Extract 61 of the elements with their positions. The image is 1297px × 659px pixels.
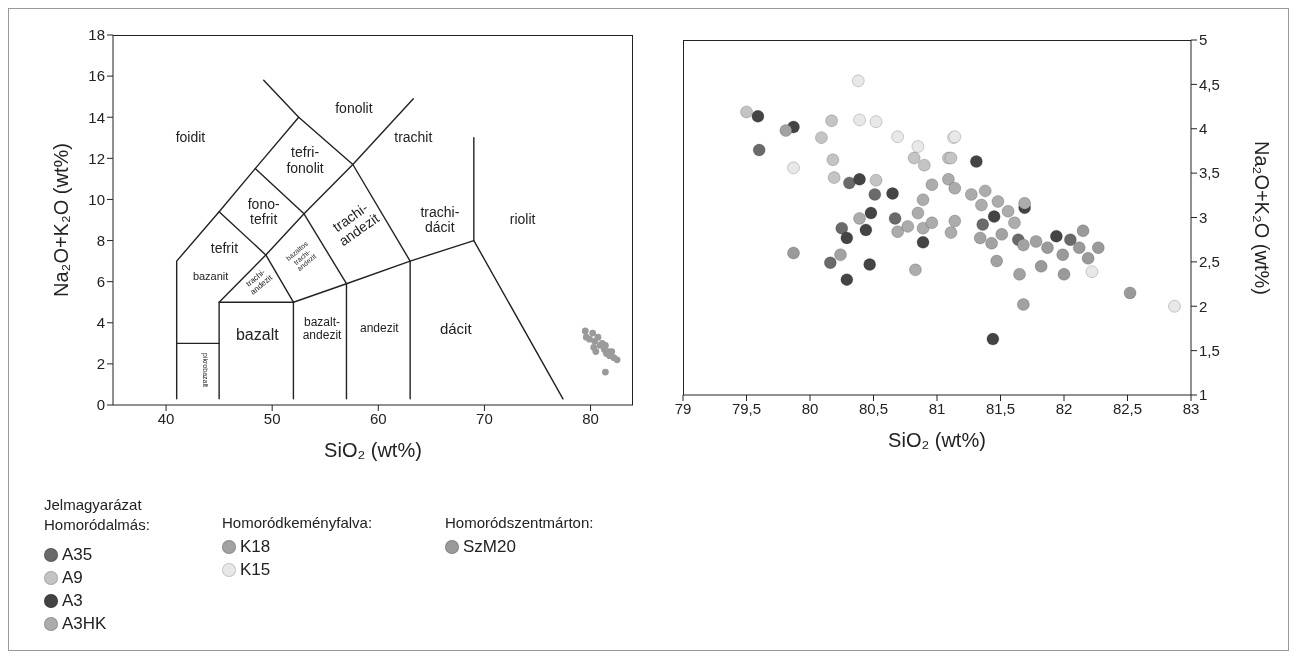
x-tick-label: 80 bbox=[582, 409, 599, 427]
y-tick-label: 6 bbox=[96, 272, 105, 290]
y-tick-label: 16 bbox=[88, 67, 105, 85]
annotation: bazanit bbox=[192, 269, 229, 282]
y-tick-label: 14 bbox=[88, 108, 105, 126]
annotation: trachit bbox=[394, 129, 433, 146]
y-tick-label: 0 bbox=[96, 396, 105, 414]
text: Homoródalmás: bbox=[44, 516, 150, 533]
annotation: bazalt- andezit bbox=[302, 314, 342, 343]
legend-label: A3 bbox=[62, 590, 83, 611]
x-axis-title: SiO₂ (wt%) bbox=[887, 429, 987, 452]
x-tick-label: 82,5 bbox=[1112, 399, 1143, 417]
x-tick-label: 79,5 bbox=[731, 399, 762, 417]
x-axis-title: SiO₂ (wt%) bbox=[323, 439, 423, 462]
x-tick-label: 83 bbox=[1182, 399, 1200, 417]
legend-label: A9 bbox=[62, 567, 83, 588]
y-tick-label: 4 bbox=[1199, 120, 1208, 138]
y-tick-label: 2 bbox=[96, 355, 105, 373]
y-tick-label: 1,5 bbox=[1199, 341, 1220, 359]
x-tick-label: 60 bbox=[369, 409, 387, 427]
x-tick-label: 79 bbox=[674, 399, 692, 417]
legend-label: SzM20 bbox=[463, 536, 516, 557]
x-tick-label: 80,5 bbox=[858, 399, 889, 417]
annotation: bazalt bbox=[235, 326, 279, 344]
legend-label: A3HK bbox=[62, 613, 107, 634]
legend-label: K15 bbox=[240, 559, 271, 580]
legend-label: K18 bbox=[240, 536, 271, 557]
x-tick-label: 80 bbox=[801, 399, 819, 417]
x-tick-label: 81 bbox=[928, 399, 946, 417]
y-tick-label: 3 bbox=[1199, 208, 1208, 226]
annotation: dácit bbox=[439, 319, 472, 338]
y-tick-label: 18 bbox=[88, 26, 105, 44]
y-tick-label: 12 bbox=[88, 149, 105, 167]
y-axis-title: Na₂O+K₂O (wt%) bbox=[1249, 140, 1273, 295]
annotation: fonolit bbox=[335, 100, 373, 117]
text: Homoródkeményfalva: bbox=[222, 514, 373, 531]
legend-title: Jelmagyarázat bbox=[44, 496, 142, 513]
legend-label: A35 bbox=[62, 544, 93, 565]
annotation: tefri- fonolit bbox=[286, 143, 324, 176]
x-tick-label: 81,5 bbox=[985, 399, 1016, 417]
annotation: foidit bbox=[175, 129, 206, 146]
y-tick-label: 4 bbox=[96, 314, 105, 332]
x-tick-label: 50 bbox=[263, 409, 281, 427]
annotation: fono- tefrit bbox=[247, 195, 280, 228]
annotation: trachi- dácit bbox=[420, 203, 460, 236]
x-tick-label: 40 bbox=[157, 409, 175, 427]
y-tick-label: 2,5 bbox=[1199, 253, 1220, 271]
annotation: tefrit bbox=[210, 240, 239, 257]
y-tick-label: 2 bbox=[1199, 297, 1208, 315]
y-tick-label: 3,5 bbox=[1199, 164, 1220, 182]
text: Homoródszentmárton: bbox=[445, 514, 594, 531]
y-axis-title: Na₂O+K₂O (wt%) bbox=[49, 143, 73, 297]
y-tick-label: 4,5 bbox=[1199, 75, 1220, 93]
y-tick-label: 1 bbox=[1199, 386, 1208, 404]
x-tick-label: 70 bbox=[476, 409, 493, 427]
x-tick-label: 82 bbox=[1055, 399, 1073, 417]
y-tick-label: 10 bbox=[88, 190, 105, 208]
annotation: andezit bbox=[360, 321, 399, 336]
y-tick-label: 8 bbox=[96, 231, 105, 249]
y-tick-label: 5 bbox=[1199, 31, 1208, 49]
annotation: riolit bbox=[509, 211, 536, 228]
